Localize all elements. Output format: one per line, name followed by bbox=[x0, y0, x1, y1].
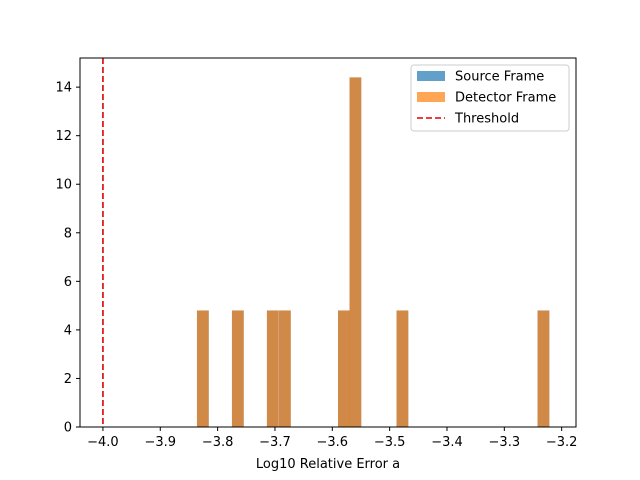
legend: Source Frame Detector Frame Threshold bbox=[410, 64, 570, 132]
legend-swatch-source bbox=[417, 71, 445, 81]
bar-detector-6 bbox=[396, 310, 409, 427]
legend-label: Detector Frame bbox=[455, 91, 556, 106]
y-tick-label: 12 bbox=[55, 129, 72, 144]
bar-detector-4 bbox=[338, 310, 350, 427]
bar-detector-7 bbox=[537, 310, 550, 427]
x-tick-label: −3.3 bbox=[489, 435, 521, 450]
x-tick-label: −3.7 bbox=[259, 435, 291, 450]
bar-detector-1 bbox=[231, 310, 244, 427]
bars-layer bbox=[196, 77, 550, 427]
y-tick-label: 6 bbox=[64, 275, 72, 290]
x-tick-label: −3.5 bbox=[374, 435, 406, 450]
x-tick-label: −3.4 bbox=[431, 435, 463, 450]
x-tick-label: −3.2 bbox=[546, 435, 578, 450]
bar-detector-3 bbox=[278, 310, 291, 427]
ticks-layer: −4.0 −3.9 −3.8 −3.7 −3.6 −3.5 −3.4 −3.3 −3.2 0 2 4 6… bbox=[55, 81, 577, 450]
legend-label: Source Frame bbox=[455, 70, 544, 85]
x-tick-label: −4.0 bbox=[87, 435, 119, 450]
y-tick-label: 10 bbox=[55, 178, 72, 193]
legend-box bbox=[410, 64, 570, 132]
y-tick-label: 4 bbox=[64, 323, 72, 338]
legend-swatch-detector bbox=[417, 92, 445, 102]
bar-detector-2 bbox=[266, 310, 279, 427]
x-axis-label: Log10 Relative Error a bbox=[256, 457, 400, 472]
axes-layer bbox=[79, 57, 577, 428]
x-tick-label: −3.6 bbox=[317, 435, 349, 450]
y-tick-label: 2 bbox=[64, 372, 72, 387]
y-tick-label: 0 bbox=[64, 421, 72, 436]
x-tick-label: −3.9 bbox=[144, 435, 176, 450]
axes-frame bbox=[79, 57, 577, 428]
legend-label: Threshold bbox=[454, 112, 519, 127]
y-tick-label: 8 bbox=[64, 226, 72, 241]
bar-detector-0 bbox=[196, 310, 209, 427]
x-tick-label: −3.8 bbox=[202, 435, 234, 450]
bar-detector-5 bbox=[349, 77, 362, 427]
y-tick-label: 14 bbox=[55, 81, 72, 96]
